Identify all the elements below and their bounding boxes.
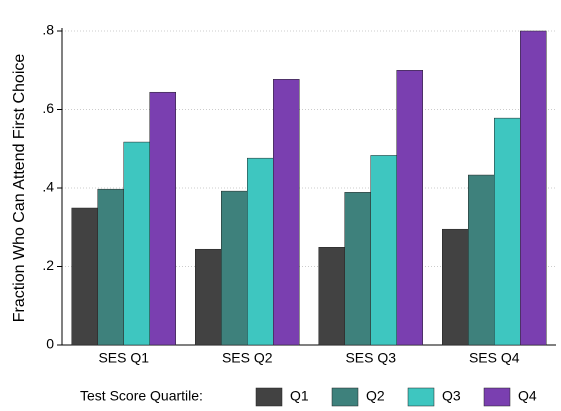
bar (344, 192, 371, 346)
legend-swatch (407, 387, 435, 407)
bar (520, 30, 547, 346)
y-axis-label: Fraction Who Can Attend First Choice (11, 54, 28, 323)
bar (97, 188, 124, 346)
x-tick-label: SES Q4 (469, 350, 520, 366)
y-tick-label: 0 (46, 336, 54, 352)
legend-swatch (483, 387, 511, 407)
legend-swatch (331, 387, 359, 407)
bar (442, 228, 469, 346)
bar (247, 157, 274, 346)
bar (494, 117, 521, 346)
legend-swatch (255, 387, 283, 407)
legend-label: Q2 (366, 388, 385, 404)
y-tick-label: .6 (42, 100, 54, 116)
legend-title: Test Score Quartile: (80, 388, 203, 404)
bar (221, 190, 248, 346)
legend-label: Q1 (290, 388, 309, 404)
bar (149, 91, 176, 346)
bar (71, 207, 98, 346)
x-tick-label: SES Q2 (222, 350, 273, 366)
bar (123, 141, 150, 346)
x-tick-label: SES Q3 (345, 350, 396, 366)
bar (195, 248, 222, 346)
y-tick-label: .4 (42, 179, 54, 195)
legend-label: Q4 (518, 388, 537, 404)
x-tick-label: SES Q1 (98, 350, 149, 366)
legend-label: Q3 (442, 388, 461, 404)
y-tick-label: .2 (42, 257, 54, 273)
bar (396, 70, 423, 346)
bar (273, 79, 300, 346)
bar (370, 155, 397, 346)
y-tick-label: .8 (42, 22, 54, 38)
bar (468, 174, 495, 346)
bar (318, 247, 345, 346)
